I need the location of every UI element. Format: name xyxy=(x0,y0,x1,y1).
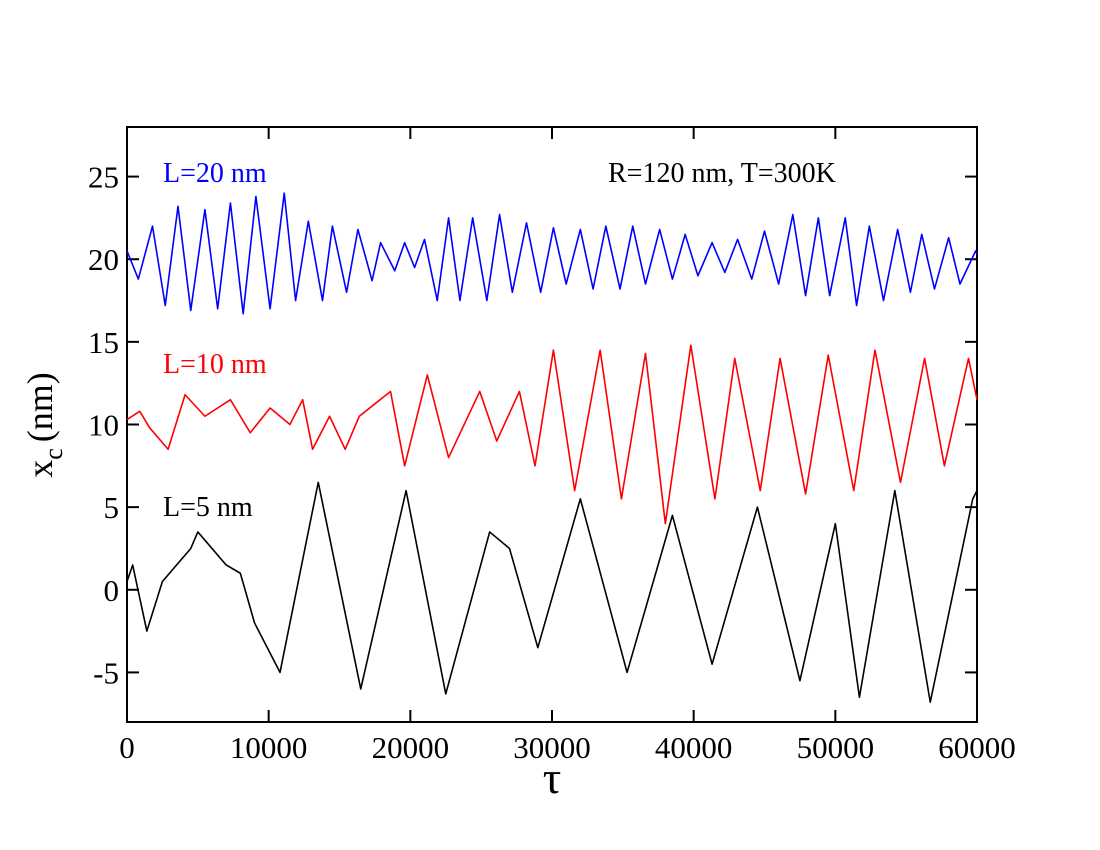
series-line xyxy=(126,481,978,703)
x-tick-label: 20000 xyxy=(372,730,450,765)
x-tick-label: 60000 xyxy=(938,730,1016,765)
series-label: L=5 nm xyxy=(163,492,253,523)
y-tick-label: 15 xyxy=(88,325,119,360)
y-label-base: x xyxy=(20,460,60,478)
x-tick-label: 10000 xyxy=(230,730,308,765)
y-tick-label: 25 xyxy=(88,160,119,195)
x-axis-label: τ xyxy=(543,752,562,803)
y-axis-label: xc (nm) xyxy=(20,372,68,478)
x-tick-label: 50000 xyxy=(797,730,875,765)
x-tick-label: 30000 xyxy=(513,730,591,765)
y-label-unit: (nm) xyxy=(20,372,60,442)
y-tick-label: -5 xyxy=(93,655,119,690)
x-tick-label: 0 xyxy=(119,730,135,765)
x-tick-label: 40000 xyxy=(655,730,733,765)
series-line xyxy=(126,344,978,525)
series-line xyxy=(126,192,978,315)
y-tick-label: 10 xyxy=(88,408,119,443)
series-label: L=10 nm xyxy=(163,349,267,380)
y-tick-label: 20 xyxy=(88,242,119,277)
annotation: R=120 nm, T=300K xyxy=(608,158,836,189)
series-label: L=20 nm xyxy=(163,158,267,189)
y-tick-label: 5 xyxy=(104,490,120,525)
y-label-sub: c xyxy=(39,448,68,460)
y-tick-label: 0 xyxy=(104,573,120,608)
